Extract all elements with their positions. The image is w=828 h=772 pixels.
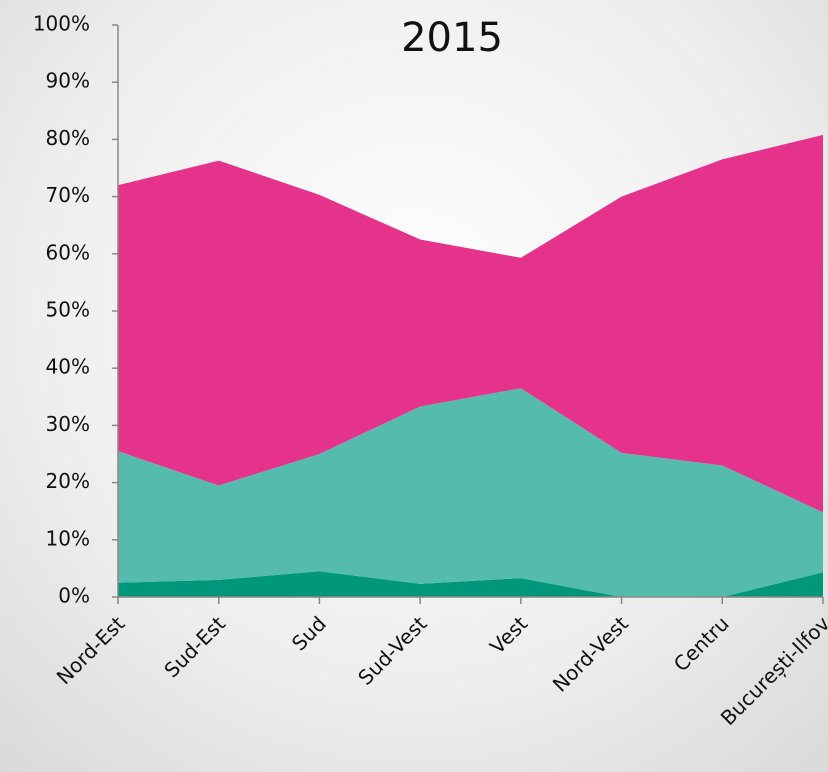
y-tick-label: 60% bbox=[46, 240, 90, 264]
y-tick-label: 30% bbox=[46, 412, 90, 436]
x-tick-label: Centru bbox=[669, 611, 734, 676]
x-tick-label: Sud-Vest bbox=[353, 611, 431, 689]
y-tick-label: 0% bbox=[58, 584, 90, 608]
y-tick-label: 10% bbox=[46, 526, 90, 550]
area bbox=[118, 571, 823, 597]
x-tick-label: Nord-Vest bbox=[548, 611, 633, 696]
y-tick-label: 90% bbox=[46, 69, 90, 93]
x-tick-label: Sud-Est bbox=[159, 611, 230, 682]
area bbox=[118, 388, 823, 597]
y-tick-label: 70% bbox=[46, 183, 90, 207]
chart-title: 2015 bbox=[401, 15, 503, 61]
y-tick-label: 40% bbox=[46, 355, 90, 379]
x-tick-label: Sud bbox=[287, 611, 331, 655]
y-tick-label: 100% bbox=[33, 12, 90, 36]
area bbox=[118, 134, 823, 513]
x-tick-label: Vest bbox=[485, 611, 532, 658]
y-tick-label: 50% bbox=[46, 298, 90, 322]
y-tick-label: 20% bbox=[46, 469, 90, 493]
y-tick-label: 80% bbox=[46, 126, 90, 150]
x-tick-label: Nord-Est bbox=[52, 611, 130, 689]
